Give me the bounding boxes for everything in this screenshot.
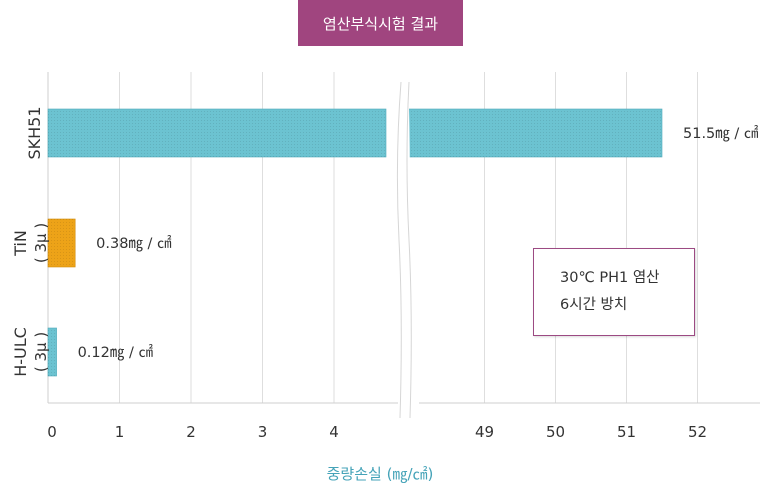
note-line-1: 30℃ PH1 염산 [560, 270, 660, 286]
x-tick-label: 49 [475, 423, 494, 441]
note-line-2: 6시간 방치 [560, 297, 628, 313]
test-condition-note: 30℃ PH1 염산 6시간 방치 [533, 248, 695, 336]
category-sub: ( 3μ ) [32, 223, 50, 263]
axis-break-edge [396, 81, 402, 419]
x-tick-label: 51 [617, 423, 636, 441]
x-tick-label: 2 [186, 423, 196, 441]
x-tick-label: 1 [115, 423, 125, 441]
category-name: TiN [11, 230, 30, 257]
data-label: 51.5㎎ / ㎠ [683, 125, 759, 142]
category-name: H-ULC [11, 327, 30, 377]
x-tick-label: 50 [546, 423, 565, 441]
bar-texture [407, 109, 662, 157]
x-tick-label: 4 [329, 423, 339, 441]
category-label-tin: TiN( 3μ ) [11, 223, 50, 263]
x-tick-label: 52 [688, 423, 707, 441]
data-label: 0.38㎎ / ㎠ [96, 235, 172, 252]
data-label: 0.12㎎ / ㎠ [78, 344, 154, 361]
category-label-h-ulc: H-ULC( 3μ ) [11, 327, 50, 377]
category-sub: ( 3μ ) [32, 332, 50, 372]
axis-break-edge [406, 81, 412, 419]
chart-title: 염산부식시험 결과 [298, 0, 463, 46]
category-label-skh51: SKH51 [25, 106, 44, 159]
category-name: SKH51 [25, 106, 44, 159]
x-tick-label: 0 [47, 423, 57, 441]
x-axis-label: 중량손실 (㎎/㎠) [326, 465, 434, 483]
x-tick-label: 3 [258, 423, 268, 441]
bar-texture [48, 109, 386, 157]
bar-texture [48, 328, 57, 376]
bar-texture [48, 219, 76, 267]
